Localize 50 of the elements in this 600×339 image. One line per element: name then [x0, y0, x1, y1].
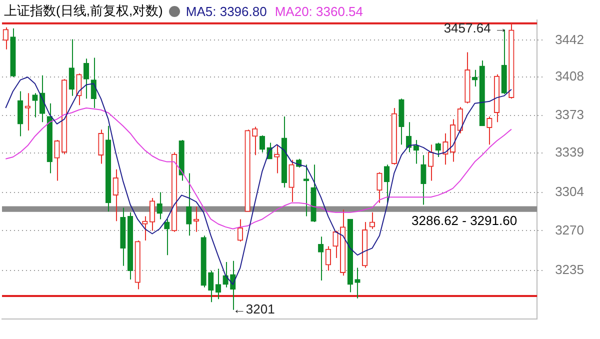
- candlestick: [83, 58, 90, 100]
- candlestick: [142, 216, 148, 241]
- candlestick: [325, 246, 332, 272]
- candlestick: [186, 172, 192, 236]
- candlestick: [274, 144, 280, 174]
- candlestick: [2, 26, 8, 50]
- candlestick: [288, 159, 294, 202]
- candlestick: [369, 212, 375, 230]
- candlestick: [442, 132, 448, 166]
- y-tick-label: 3235: [555, 262, 584, 278]
- candlestick: [208, 270, 214, 303]
- candlestick: [332, 230, 338, 259]
- band-label: 3286.62 - 3291.60: [412, 212, 518, 228]
- candlestick: [32, 92, 38, 118]
- candlestick: [237, 218, 244, 242]
- candlestick: [376, 172, 382, 204]
- candlestick: [354, 267, 360, 299]
- candlestick: [259, 134, 266, 153]
- candlestick: [17, 90, 24, 137]
- candlestick: [112, 168, 118, 222]
- text: MA5: 3396.80: [186, 4, 267, 18]
- candlestick: [486, 116, 492, 146]
- y-tick-label: 3339: [555, 144, 584, 160]
- candlestick: [222, 261, 228, 288]
- chart-title: 上证指数(日线,前复权,对数): [4, 2, 163, 20]
- ref-line-label: 3457.64 →: [444, 20, 508, 36]
- candlestick: [457, 106, 463, 134]
- candlestick: [76, 73, 82, 106]
- candlestick: [420, 154, 426, 206]
- candlestick: [98, 129, 104, 164]
- candlestick: [156, 192, 162, 220]
- y-tick-label: 3270: [555, 222, 584, 238]
- candlestick: [318, 236, 324, 282]
- candlestick: [435, 142, 441, 158]
- candlestick: [384, 164, 390, 204]
- candlestick: [428, 144, 434, 182]
- candlestick: [215, 268, 222, 300]
- candlestick: [24, 92, 30, 131]
- y-tick-label: 3373: [555, 107, 584, 122]
- candlestick: [252, 126, 258, 156]
- candlestick: [149, 197, 156, 232]
- candlestick: [68, 38, 74, 96]
- y-tick-label: 3442: [555, 32, 584, 47]
- text: MA20: 3360.54: [274, 4, 364, 18]
- candlestick: [54, 140, 60, 182]
- candlestick: [164, 218, 170, 256]
- y-tick-label: 3304: [555, 184, 584, 199]
- y-tick-label: 3408: [555, 68, 584, 84]
- annotation: ←3201: [232, 301, 275, 316]
- candlestick: [472, 69, 478, 88]
